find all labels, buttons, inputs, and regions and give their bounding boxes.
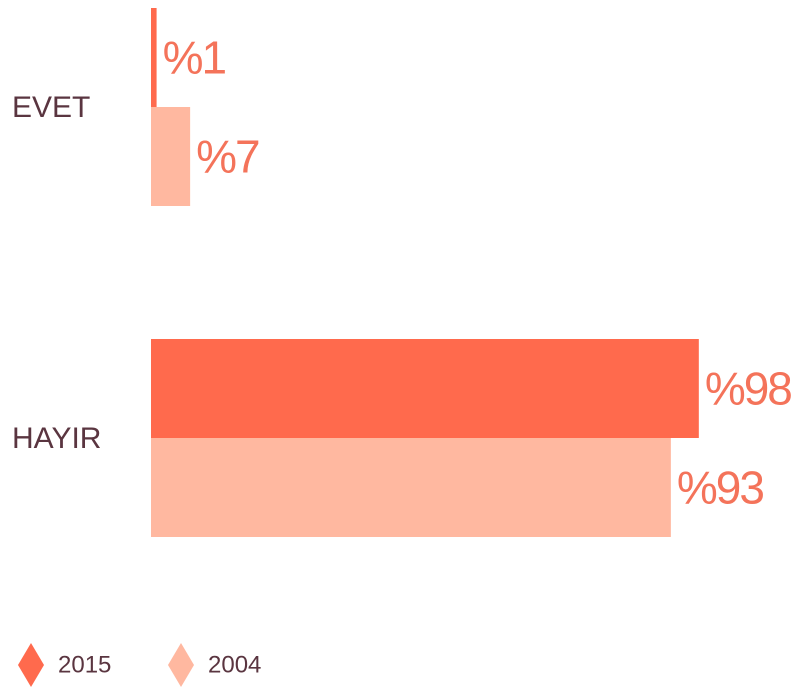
legend-swatch: [18, 643, 44, 687]
bar: [151, 339, 699, 438]
category-label: HAYIR: [12, 422, 101, 455]
value-label: %98: [705, 363, 791, 415]
value-label: %1: [163, 32, 226, 84]
bar: [151, 107, 191, 206]
bar: [151, 438, 671, 537]
value-label: %93: [677, 462, 763, 514]
value-label: %7: [196, 131, 259, 183]
legend-label: 2004: [208, 651, 261, 678]
bar: [151, 8, 157, 107]
legend-label: 2015: [58, 651, 111, 678]
category-label: EVET: [12, 91, 90, 124]
legend-swatch: [168, 643, 194, 687]
